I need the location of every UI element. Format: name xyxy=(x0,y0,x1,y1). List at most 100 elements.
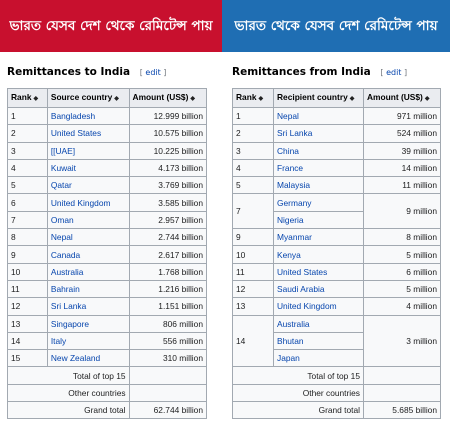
column-header-source-country[interactable]: Source country ◆ xyxy=(46,88,130,108)
table-row: 11 Bahrain 1.216 billion xyxy=(7,279,208,299)
column-header-rank[interactable]: Rank ◆ xyxy=(7,88,48,108)
rank-cell: 13 xyxy=(232,297,274,316)
sort-arrows-icon[interactable]: ◆ xyxy=(33,96,39,102)
amount-cell: 5 million xyxy=(363,245,441,264)
table-row: 5 Qatar 3.769 billion xyxy=(7,176,208,195)
country-link[interactable]: Kenya xyxy=(273,245,364,264)
amount-cell: 3 million xyxy=(363,314,441,368)
country-link[interactable]: Nigeria xyxy=(273,210,364,230)
amount-cell: 14 million xyxy=(363,158,441,178)
amount-cell: 39 million xyxy=(363,141,441,160)
sort-arrows-icon[interactable]: ◆ xyxy=(190,96,195,102)
column-header-amount[interactable]: Amount (US$) ◆ xyxy=(128,88,208,108)
edit-link[interactable]: [ edit ] xyxy=(380,68,408,77)
table-row: 12 Sri Lanka 1.151 billion xyxy=(7,297,208,316)
country-link[interactable]: China xyxy=(273,141,364,160)
column-header-recipient-country[interactable]: Recipient country ◆ xyxy=(273,88,364,108)
country-link[interactable]: Italy xyxy=(46,331,130,351)
country-link[interactable]: Nepal xyxy=(46,228,130,247)
country-link[interactable]: Australia xyxy=(273,314,364,333)
amount-cell: 8 million xyxy=(363,228,441,247)
sort-arrows-icon[interactable]: ◆ xyxy=(114,96,119,102)
section-title: Remittances from India xyxy=(232,66,371,78)
footer-value xyxy=(128,366,208,385)
rank-cell: 4 xyxy=(7,158,48,178)
table-row: 7 Germany 9 million xyxy=(232,193,441,230)
section-heading: Remittances to India [ edit ] xyxy=(7,62,207,82)
country-link[interactable]: Kuwait xyxy=(46,158,130,178)
country-link[interactable]: [[UAE] xyxy=(46,141,130,160)
rank-cell: 9 xyxy=(7,245,48,264)
amount-cell: 12.999 billion xyxy=(128,106,208,126)
country-link[interactable]: Bhutan xyxy=(273,331,364,351)
country-link[interactable]: United States xyxy=(273,262,364,281)
table-row: 13 United Kingdom 4 million xyxy=(232,297,441,316)
amount-cell: 524 million xyxy=(363,124,441,143)
footer-value: 62.744 billion xyxy=(128,401,208,420)
country-link[interactable]: Sri Lanka xyxy=(273,124,364,143)
remittances-from-india-section: Remittances from India [ edit ] Rank ◆ Re… xyxy=(232,62,442,420)
amount-cell: 310 million xyxy=(128,349,208,368)
country-link[interactable]: Qatar xyxy=(46,176,130,195)
table-row: 6 United Kingdom 3.585 billion xyxy=(7,193,208,212)
country-link[interactable]: Myanmar xyxy=(273,228,364,247)
table-row: 3 [[UAE] 10.225 billion xyxy=(7,141,208,160)
rank-cell: 8 xyxy=(7,228,48,247)
country-link[interactable]: Germany xyxy=(273,193,364,212)
column-header-amount[interactable]: Amount (US$) ◆ xyxy=(363,88,441,108)
amount-cell: 1.216 billion xyxy=(128,279,208,299)
country-link[interactable]: Bangladesh xyxy=(46,106,130,126)
table-row: 4 Kuwait 4.173 billion xyxy=(7,158,208,178)
rank-cell: 14 xyxy=(232,314,274,368)
country-link[interactable]: United Kingdom xyxy=(46,193,130,212)
column-header-rank[interactable]: Rank ◆ xyxy=(232,88,274,108)
amount-cell: 10.225 billion xyxy=(128,141,208,160)
country-link[interactable]: Sri Lanka xyxy=(46,297,130,316)
amount-cell: 4.173 billion xyxy=(128,158,208,178)
table-row: Nigeria xyxy=(233,210,441,230)
footer-value xyxy=(363,366,441,385)
footer-row: Other countries xyxy=(7,383,208,403)
country-link[interactable]: Nepal xyxy=(273,106,364,126)
country-link[interactable]: Bahrain xyxy=(46,279,130,299)
country-link[interactable]: New Zealand xyxy=(46,349,130,368)
rank-cell: 13 xyxy=(7,314,48,333)
rank-cell: 4 xyxy=(232,158,274,178)
sort-arrows-icon[interactable]: ◆ xyxy=(424,96,430,102)
country-link[interactable]: United Kingdom xyxy=(273,297,364,316)
footer-row: Grand total 5.685 billion xyxy=(232,401,441,420)
edit-link[interactable]: [ edit ] xyxy=(139,68,167,77)
country-link[interactable]: Malaysia xyxy=(273,176,364,195)
country-link[interactable]: Australia xyxy=(46,262,130,281)
amount-cell: 2.957 billion xyxy=(128,210,208,230)
amount-cell: 2.617 billion xyxy=(128,245,208,264)
table-row: 13 Singapore 806 million xyxy=(7,314,208,333)
sort-arrows-icon[interactable]: ◆ xyxy=(349,96,355,102)
rank-cell: 7 xyxy=(7,210,48,230)
table-row: 10 Australia 1.768 billion xyxy=(7,262,208,281)
country-link[interactable]: Japan xyxy=(273,349,364,368)
section-title: Remittances to India xyxy=(7,66,131,78)
country-link[interactable]: Oman xyxy=(46,210,130,230)
rank-cell: 12 xyxy=(7,297,48,316)
country-link[interactable]: Saudi Arabia xyxy=(273,279,364,299)
footer-row: Grand total 62.744 billion xyxy=(7,401,208,420)
country-link[interactable]: United States xyxy=(46,124,130,143)
table-row: 10 Kenya 5 million xyxy=(232,245,441,264)
amount-cell: 9 million xyxy=(363,193,441,230)
amount-cell: 5 million xyxy=(363,279,441,299)
table-row: 1 Nepal 971 million xyxy=(232,106,441,126)
footer-row: Total of top 15 xyxy=(7,366,208,385)
table-row: 9 Canada 2.617 billion xyxy=(7,245,208,264)
country-link[interactable]: France xyxy=(273,158,364,178)
remittances-to-india-section: Remittances to India [ edit ] Rank ◆ Sour… xyxy=(7,62,208,420)
rank-cell: 15 xyxy=(7,349,48,368)
country-link[interactable]: Singapore xyxy=(46,314,130,333)
footer-label: Grand total xyxy=(232,401,364,420)
sort-arrows-icon[interactable]: ◆ xyxy=(258,96,264,102)
amount-cell: 11 million xyxy=(363,176,441,195)
amount-cell: 1.151 billion xyxy=(128,297,208,316)
country-link[interactable]: Canada xyxy=(46,245,130,264)
table-row: 7 Oman 2.957 billion xyxy=(7,210,208,230)
footer-label: Grand total xyxy=(7,401,130,420)
